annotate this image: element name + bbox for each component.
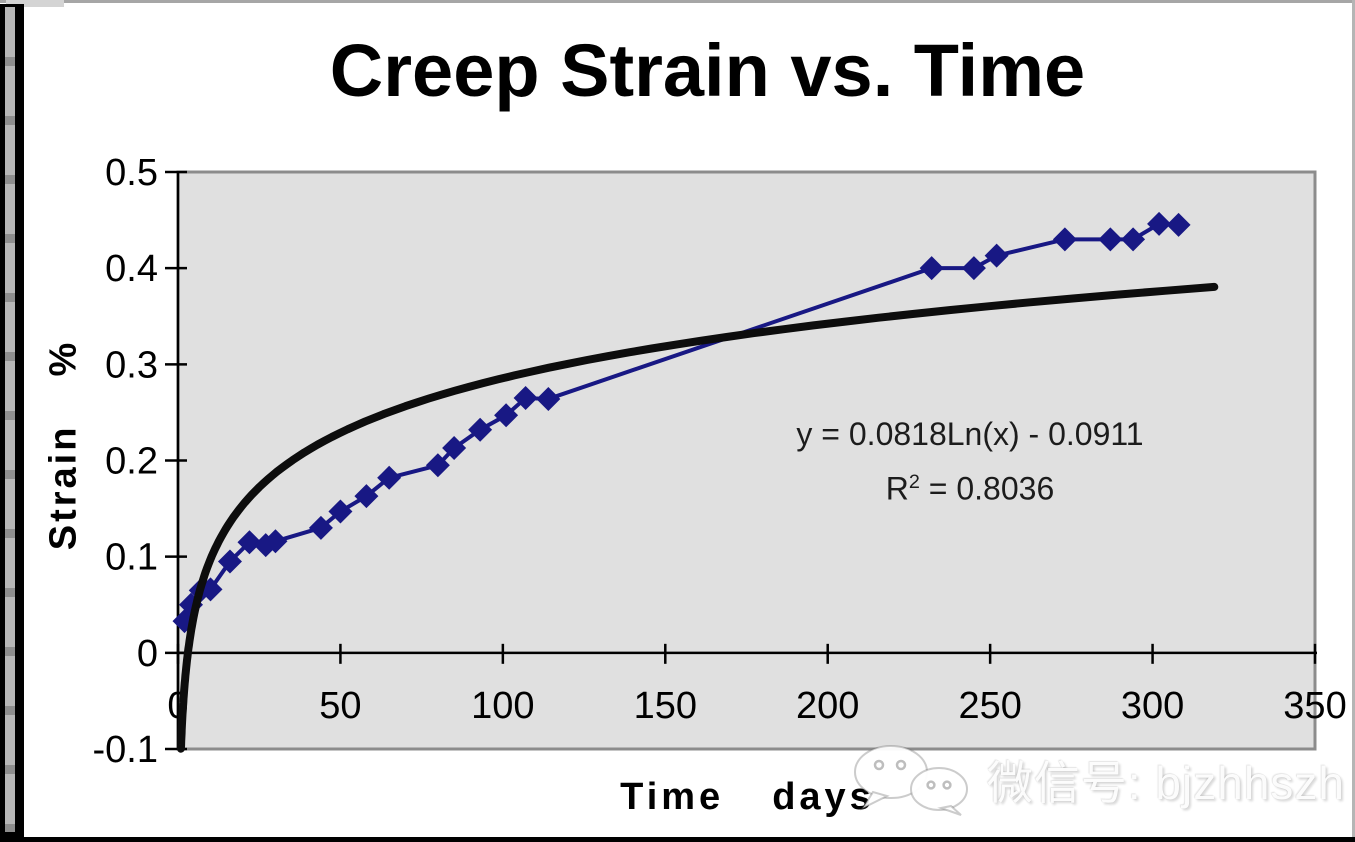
data-point-marker [1121,227,1146,252]
data-point-marker [984,243,1009,268]
data-point-marker [354,484,379,509]
frame-corner-tab [6,0,64,7]
data-point-marker [442,435,467,460]
r-exponent: 2 [908,471,920,493]
r-symbol: R [885,470,909,507]
frame-top-border [0,0,1355,3]
x-tick-label: 350 [1283,685,1346,727]
y-tick-label: 0.4 [105,248,158,290]
y-tick-label: 0.2 [105,441,158,483]
watermark: 微信号: bjzhhszh [849,744,1345,816]
watermark-text: 微信号: bjzhhszh [986,757,1345,809]
wechat-icon [853,745,968,816]
data-point-marker [494,403,519,428]
data-point-marker [513,385,538,410]
x-axis-title-word: Time [620,776,725,818]
data-point-marker [536,386,561,411]
x-tick-label: 150 [634,685,697,727]
data-point-marker [425,453,450,478]
data-point-marker [919,256,944,281]
trendline-equation-label: y = 0.0818Ln(x) - 0.0911 R2 = 0.8036 [770,410,1170,513]
y-tick-label: 0.5 [105,152,158,194]
data-point-marker [1147,211,1172,236]
data-point-marker [1098,227,1123,252]
y-tick-label: -0.1 [93,729,158,771]
chart-title: Creep Strain vs. Time [329,29,1086,112]
r-squared-line: R2 = 0.8036 [770,458,1170,513]
data-point-marker [1166,212,1191,237]
data-point-marker [308,515,333,540]
y-axis-title-word: Strain [42,424,85,551]
x-axis-title: Time days [140,776,1355,819]
frame-left-strip-marks [5,7,15,832]
equation-line: y = 0.0818Ln(x) - 0.0911 [796,416,1144,452]
x-axis-unit: days [772,776,875,818]
x-tick-label: 250 [958,685,1021,727]
x-tick-label: 200 [796,685,859,727]
y-axis-unit: % [42,339,85,377]
x-tick-label: 50 [319,685,361,727]
data-point-marker [1052,227,1077,252]
y-tick-label: 0.3 [105,344,158,386]
x-tick-label: 300 [1121,685,1184,727]
data-point-marker [237,530,262,555]
r-value: = 0.8036 [919,470,1055,507]
frame-bottom-border [0,837,1355,842]
data-point-marker [377,465,402,490]
data-point-marker [328,499,353,524]
frame-right-border [1352,0,1355,842]
frame-left-strip [0,4,24,842]
y-tick-label: 0.1 [105,537,158,579]
data-point-marker [468,417,493,442]
data-point-marker [961,256,986,281]
x-tick-label: 100 [471,685,534,727]
data-point-marker [263,529,288,554]
y-tick-label: 0 [137,633,158,675]
trendline-curve [176,282,1219,753]
y-axis-title: Strain% [43,340,86,551]
data-point-marker [217,549,242,574]
